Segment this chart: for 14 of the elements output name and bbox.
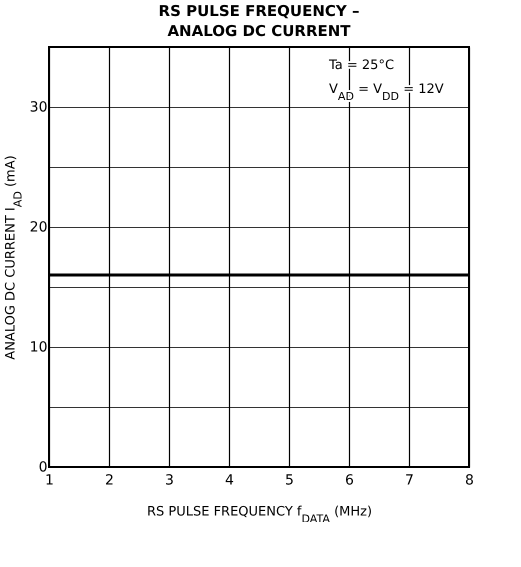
y-tick-label: 0 — [38, 460, 48, 476]
x-tick-label: 7 — [405, 472, 414, 488]
x-tick-label: 4 — [225, 472, 234, 488]
x-tick-label: 8 — [465, 472, 474, 488]
x-tick-label: 5 — [285, 472, 294, 488]
x-tick-label: 3 — [165, 472, 174, 488]
y-tick-label: 10 — [30, 340, 48, 356]
y-tick-label: 30 — [30, 100, 48, 116]
x-tick-label: 2 — [105, 472, 114, 488]
x-axis-title: RS PULSE FREQUENCY f$_{DATA}$ (MHz) — [146, 504, 372, 525]
x-tick-label: 6 — [345, 472, 354, 488]
chart-title: RS PULSE FREQUENCY – ANALOG DC CURRENT — [158, 2, 360, 40]
x-tick-label: 1 — [45, 472, 54, 488]
y-tick-label: 20 — [30, 220, 48, 236]
